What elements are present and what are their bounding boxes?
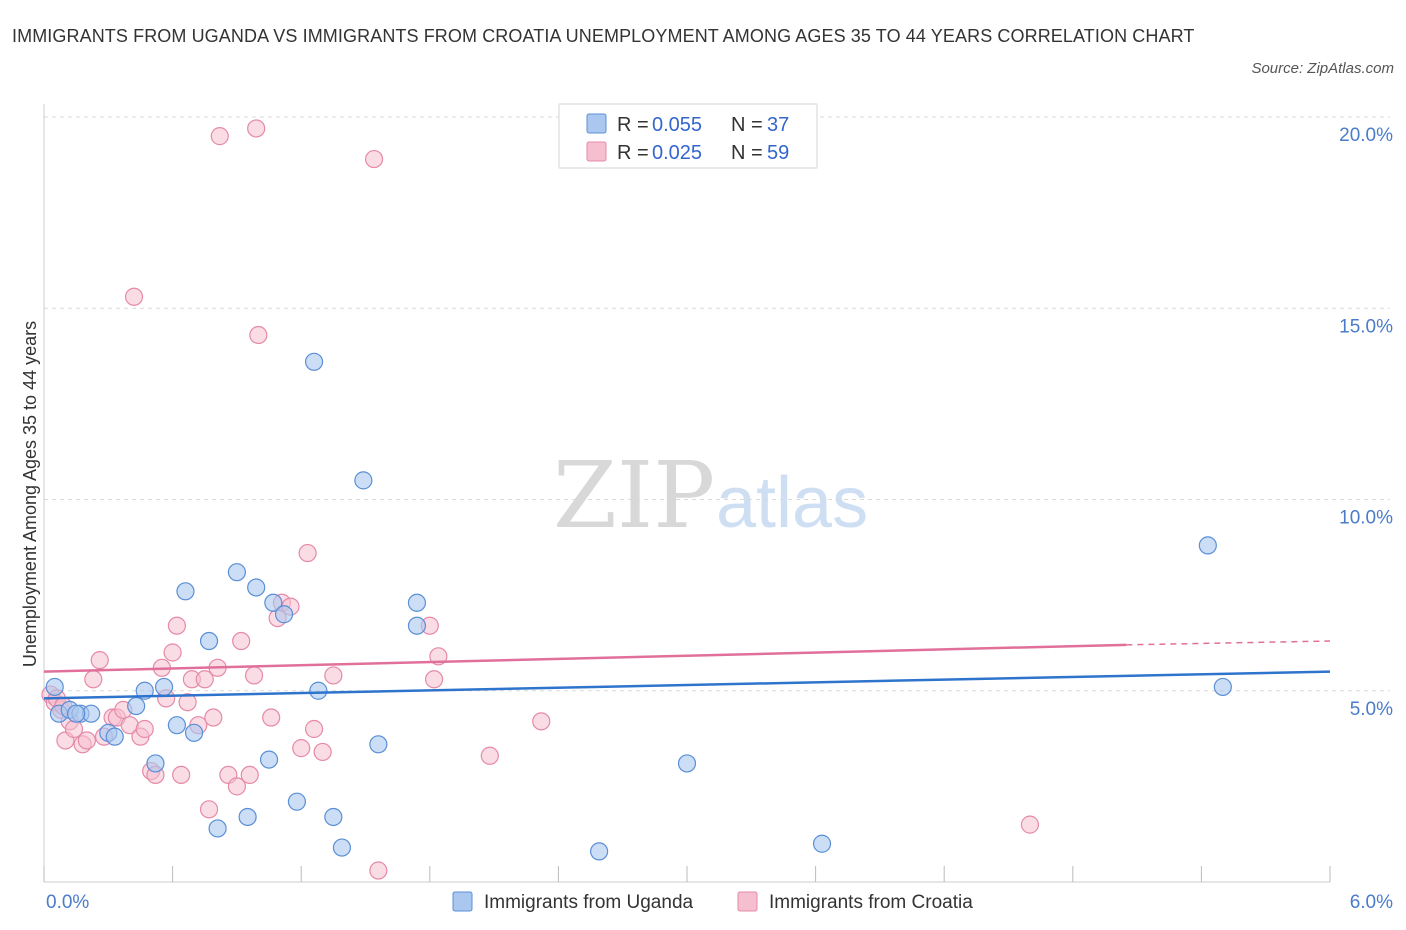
croatia-point bbox=[244, 666, 264, 685]
croatia-point bbox=[199, 800, 219, 819]
chart-title: IMMIGRANTS FROM UGANDA VS IMMIGRANTS FRO… bbox=[12, 26, 1195, 46]
uganda-point bbox=[199, 631, 219, 651]
grid-lines bbox=[44, 116, 1390, 692]
uganda-point bbox=[184, 723, 204, 742]
watermark-atlas: atlas bbox=[716, 463, 868, 543]
uganda-point bbox=[304, 352, 324, 371]
croatia-point bbox=[124, 287, 144, 306]
source-label: Source: ZipAtlas.com bbox=[1251, 60, 1394, 77]
bottom-legend-swatch-croatia bbox=[737, 891, 758, 912]
croatia-point bbox=[195, 670, 214, 689]
croatia-point bbox=[90, 651, 109, 670]
uganda-point bbox=[45, 677, 64, 697]
croatia-point bbox=[172, 765, 191, 785]
croatia-point bbox=[232, 631, 251, 651]
croatia-point bbox=[178, 693, 197, 712]
uganda-point bbox=[264, 593, 283, 612]
uganda-point bbox=[67, 704, 86, 723]
uganda-point bbox=[590, 842, 609, 861]
uganda-point bbox=[238, 807, 257, 827]
croatia-point bbox=[210, 127, 229, 146]
croatia-trend-extension bbox=[1126, 640, 1331, 646]
croatia-point bbox=[77, 731, 96, 750]
legend-swatch-uganda bbox=[586, 113, 607, 134]
croatia-point bbox=[324, 666, 343, 685]
croatia-point bbox=[240, 765, 259, 785]
trend-lines bbox=[43, 640, 1331, 700]
croatia-point bbox=[84, 670, 103, 689]
croatia-point bbox=[249, 325, 268, 345]
uganda-point bbox=[176, 582, 195, 601]
uganda-point bbox=[407, 616, 427, 635]
legend-croatia-r-label: R = bbox=[617, 142, 649, 164]
croatia-point bbox=[298, 543, 317, 563]
uganda-point bbox=[154, 677, 174, 697]
croatia-trend-line bbox=[43, 643, 1127, 673]
uganda-point bbox=[332, 838, 352, 857]
croatia-point bbox=[1020, 815, 1040, 834]
legend-croatia-n-label: N = bbox=[731, 142, 763, 164]
croatia-point bbox=[532, 712, 551, 731]
uganda-point bbox=[127, 696, 146, 716]
croatia-point bbox=[204, 708, 223, 727]
x-tick-label-max: 6.0% bbox=[1350, 892, 1393, 913]
croatia-point bbox=[313, 742, 332, 762]
uganda-point bbox=[1198, 536, 1217, 555]
bottom-legend: Immigrants from Uganda Immigrants from C… bbox=[452, 891, 973, 913]
uganda-point bbox=[324, 807, 343, 827]
croatia-point bbox=[292, 739, 311, 758]
legend-uganda-n-value: 37 bbox=[767, 114, 789, 136]
croatia-point bbox=[227, 777, 246, 796]
y-tick-label: 5.0% bbox=[1350, 699, 1393, 720]
uganda-point bbox=[146, 754, 165, 773]
x-tick-label-min: 0.0% bbox=[46, 892, 89, 913]
croatia-point bbox=[262, 708, 281, 727]
uganda-point bbox=[1213, 677, 1232, 697]
y-axis-label: Unemployment Among Ages 35 to 44 years bbox=[20, 321, 40, 667]
croatia-point bbox=[364, 149, 384, 169]
croatia-point bbox=[424, 670, 444, 689]
croatia-point bbox=[304, 719, 324, 739]
uganda-point bbox=[247, 578, 266, 597]
y-tick-label: 15.0% bbox=[1339, 316, 1393, 337]
bottom-legend-label-uganda: Immigrants from Uganda bbox=[484, 892, 694, 913]
uganda-point bbox=[287, 792, 307, 811]
croatia-point bbox=[480, 746, 499, 765]
watermark-zip: ZIP bbox=[553, 442, 715, 549]
uganda-point bbox=[407, 593, 427, 612]
y-tick-labels: 5.0% 10.0% 15.0% 20.0% bbox=[1339, 125, 1393, 720]
y-tick-label: 20.0% bbox=[1339, 125, 1393, 146]
uganda-point bbox=[812, 834, 832, 853]
croatia-point bbox=[247, 119, 266, 138]
uganda-point bbox=[677, 754, 697, 773]
legend-uganda-r-label: R = bbox=[617, 114, 649, 136]
uganda-point bbox=[369, 735, 388, 754]
croatia-point bbox=[163, 643, 182, 662]
uganda-point bbox=[259, 750, 279, 769]
legend-uganda-n-label: N = bbox=[731, 114, 763, 136]
croatia-point bbox=[167, 616, 186, 635]
uganda-point bbox=[274, 605, 294, 624]
y-tick-label: 10.0% bbox=[1339, 508, 1393, 529]
uganda-points bbox=[45, 352, 1232, 861]
uganda-point bbox=[227, 563, 246, 582]
bottom-legend-swatch-uganda bbox=[452, 891, 473, 912]
croatia-point bbox=[369, 861, 388, 880]
uganda-point bbox=[167, 716, 186, 735]
bottom-legend-label-croatia: Immigrants from Croatia bbox=[769, 892, 973, 913]
x-tick-marks bbox=[43, 866, 1331, 882]
legend-swatch-croatia bbox=[586, 141, 607, 162]
uganda-point bbox=[354, 471, 373, 490]
uganda-point bbox=[309, 681, 328, 700]
uganda-point bbox=[105, 727, 124, 746]
uganda-trend-line bbox=[43, 670, 1331, 700]
croatia-point bbox=[135, 719, 154, 739]
legend-uganda-r-value: 0.055 bbox=[652, 114, 702, 136]
legend: R = 0.055 N = 37 R = 0.025 N = 59 bbox=[558, 103, 818, 169]
legend-croatia-n-value: 59 bbox=[767, 142, 789, 164]
uganda-point bbox=[208, 819, 227, 838]
legend-croatia-r-value: 0.025 bbox=[652, 142, 702, 164]
